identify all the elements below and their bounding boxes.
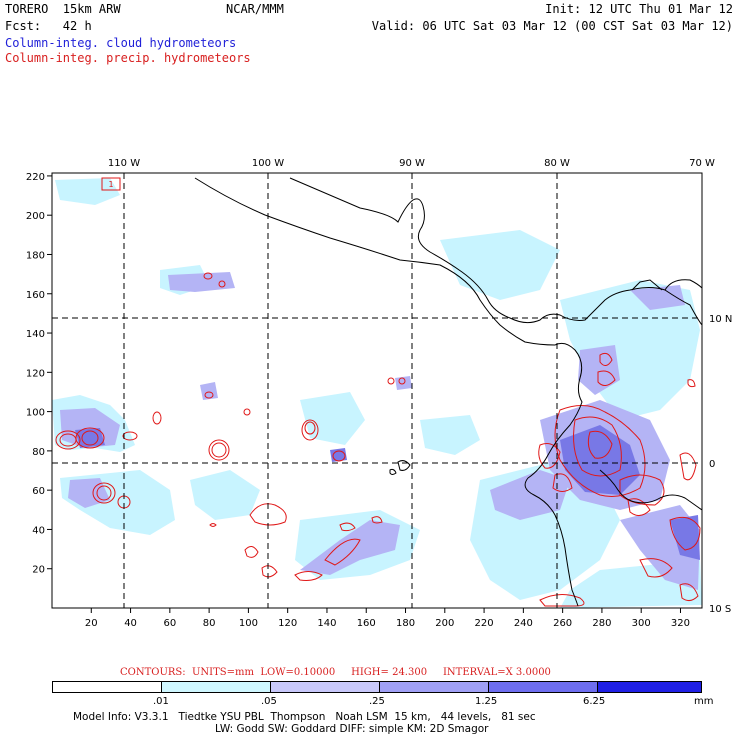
x-tick-label: 140: [317, 618, 336, 629]
x-tick-label: 260: [553, 618, 572, 629]
y-tick-label: 120: [26, 368, 45, 379]
y-tick-label: 20: [32, 565, 45, 576]
colorbar-seg-0: [53, 682, 162, 692]
contours-interval: 3.0000: [515, 667, 551, 678]
x-tick-label: 320: [671, 618, 690, 629]
x-tick-label: 160: [357, 618, 376, 629]
colorbar-label-4: 6.25: [583, 696, 606, 707]
model-info-line1: Model Info: V3.3.1 Tiedtke YSU PBL Thomp…: [73, 711, 536, 723]
contours-low: 0.10000: [293, 667, 336, 678]
colorbar-seg-5: [598, 682, 701, 692]
x-tick-label: 240: [514, 618, 533, 629]
y-tick-label: 80: [32, 447, 45, 458]
colorbar: [52, 681, 702, 693]
contours-caption: CONTOURS: UNITS=mm LOW=0.10000 HIGH= 24.…: [120, 667, 551, 678]
lon-label-110w: 110 W: [108, 158, 140, 169]
colorbar-label-3: 1.25: [475, 696, 498, 707]
forecast-hour: Fcst: 42 h: [5, 19, 92, 33]
contours-prefix: CONTOURS: UNITS=mm LOW=: [120, 667, 294, 678]
contours-high: 24.300: [392, 667, 428, 678]
x-tick-label: 220: [475, 618, 494, 629]
domain-box: [101, 177, 121, 191]
colorbar-seg-2: [271, 682, 380, 692]
legend-precip: Column-integ. precip. hydrometeors: [5, 51, 251, 65]
y-tick-label: 100: [26, 408, 45, 419]
lon-label-90w: 90 W: [399, 158, 425, 169]
colorbar-label-1: .05: [261, 696, 277, 707]
y-tick-label: 160: [26, 290, 45, 301]
lat-label-10n: 10 N: [709, 314, 732, 325]
y-tick-label: 60: [32, 486, 45, 497]
lat-label-0: 0: [709, 459, 715, 470]
x-axis-ticks: 20 40 60 80 100 120 140 160 180 200 220 240 260 280 30…: [85, 608, 690, 629]
lat-lon-grid: [52, 173, 702, 608]
x-tick-label: 20: [85, 618, 98, 629]
init-time: Init: 12 UTC Thu 01 Mar 12: [545, 2, 733, 16]
lon-labels: 110 W 100 W 90 W 80 W 70 W: [108, 158, 715, 169]
contours-high-label: HIGH=: [351, 667, 389, 678]
x-tick-label: 300: [632, 618, 651, 629]
x-tick-label: 200: [435, 618, 454, 629]
x-tick-label: 180: [396, 618, 415, 629]
y-tick-label: 40: [32, 525, 45, 536]
y-tick-label: 200: [26, 211, 45, 222]
lon-label-70w: 70 W: [689, 158, 715, 169]
x-tick-label: 280: [592, 618, 611, 629]
colorbar-seg-3: [380, 682, 489, 692]
colorbar-seg-1: [162, 682, 271, 692]
coastline: [194, 177, 703, 607]
x-tick-label: 40: [124, 618, 137, 629]
y-axis-ticks: 20 40 60 80 100 120 140 160 180 200 220: [26, 172, 52, 576]
x-tick-label: 60: [163, 618, 176, 629]
y-tick-label: 180: [26, 250, 45, 261]
colorbar-label-2: .25: [369, 696, 385, 707]
colorbar-unit: mm: [694, 696, 714, 707]
x-tick-label: 100: [239, 618, 258, 629]
legend-cloud: Column-integ. cloud hydrometeors: [5, 36, 237, 50]
map-frame: [51, 172, 703, 609]
y-tick-label: 220: [26, 172, 45, 183]
y-tick-label: 140: [26, 329, 45, 340]
org-label: NCAR/MMM: [226, 2, 284, 16]
valid-time: Valid: 06 UTC Sat 03 Mar 12 (00 CST Sat …: [371, 19, 733, 33]
lat-labels: 10 N 0 10 S: [709, 314, 732, 615]
lon-label-80w: 80 W: [544, 158, 570, 169]
lat-label-10s: 10 S: [709, 604, 731, 615]
x-tick-label: 120: [278, 618, 297, 629]
domain-box-label: 1: [108, 180, 113, 189]
colorbar-label-0: .01: [153, 696, 169, 707]
precip-contours: [55, 272, 701, 607]
lon-label-100w: 100 W: [252, 158, 284, 169]
model-info-line2: LW: Godd SW: Goddard DIFF: simple KM: 2D…: [215, 723, 489, 735]
x-tick-label: 80: [203, 618, 216, 629]
colorbar-seg-4: [489, 682, 598, 692]
contours-interval-label: INTERVAL=X: [442, 667, 513, 678]
model-title: TORERO 15km ARW: [5, 2, 121, 16]
